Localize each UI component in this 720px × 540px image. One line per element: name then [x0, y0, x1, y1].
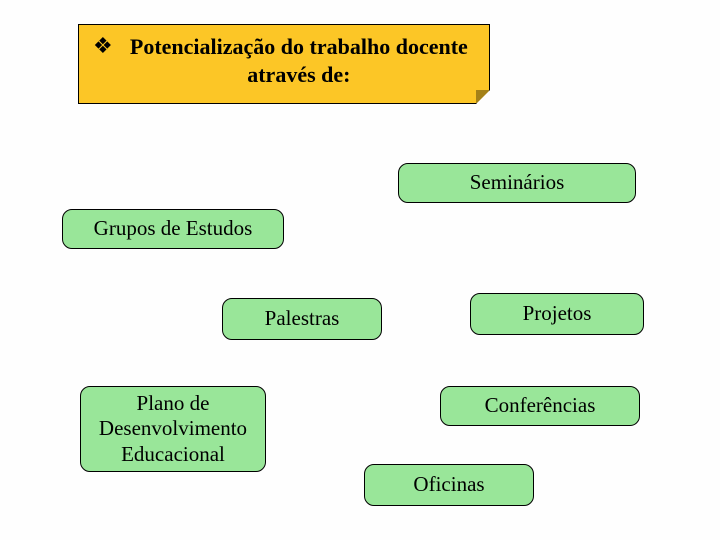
- node-label: Conferências: [485, 393, 596, 418]
- node-label: Projetos: [523, 301, 592, 326]
- page-fold-icon: [476, 90, 490, 104]
- node-plano: Plano de Desenvolvimento Educacional: [80, 386, 266, 472]
- node-label: Oficinas: [413, 472, 484, 497]
- node-label: Plano de Desenvolvimento Educacional: [91, 391, 255, 467]
- node-oficinas: Oficinas: [364, 464, 534, 506]
- header-box: ❖ Potencialização do trabalho docente at…: [78, 24, 490, 104]
- node-label: Palestras: [265, 306, 340, 331]
- node-label: Grupos de Estudos: [94, 216, 253, 241]
- node-conferencias: Conferências: [440, 386, 640, 426]
- node-palestras: Palestras: [222, 298, 382, 340]
- header-text: Potencialização do trabalho docente atra…: [123, 33, 475, 88]
- node-seminarios: Seminários: [398, 163, 636, 203]
- header-line: ❖ Potencialização do trabalho docente at…: [93, 33, 475, 88]
- node-projetos: Projetos: [470, 293, 644, 335]
- node-label: Seminários: [470, 170, 565, 195]
- diamond-bullet-icon: ❖: [93, 35, 113, 57]
- node-grupos: Grupos de Estudos: [62, 209, 284, 249]
